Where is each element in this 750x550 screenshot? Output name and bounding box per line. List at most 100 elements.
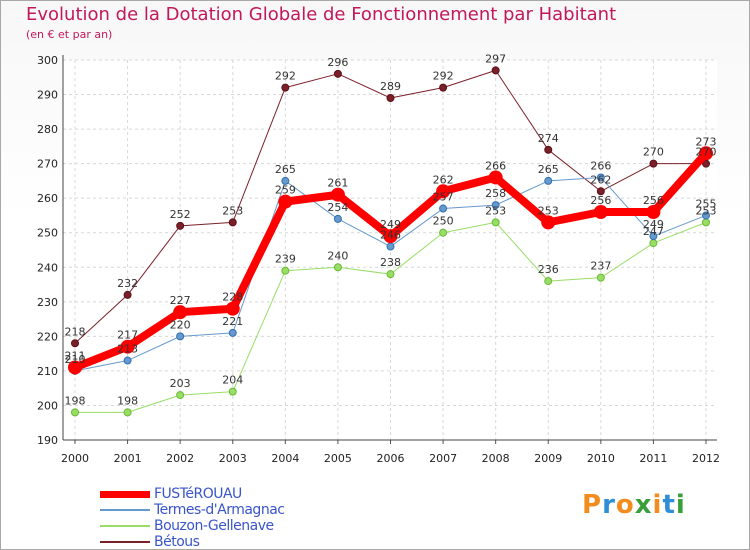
data-point bbox=[439, 83, 448, 92]
data-point bbox=[281, 266, 290, 275]
data-label: 254 bbox=[327, 201, 348, 214]
data-label: 218 bbox=[65, 325, 86, 338]
data-label: 256 bbox=[590, 194, 611, 207]
y-tick-label: 230 bbox=[37, 296, 58, 309]
x-tick-label: 2011 bbox=[639, 452, 667, 465]
data-point bbox=[649, 232, 658, 241]
legend: FUSTéROUAU Termes-d'Armagnac Bouzon-Gellen… bbox=[100, 486, 285, 550]
data-label: 255 bbox=[696, 197, 717, 210]
x-tick-label: 2002 bbox=[166, 452, 194, 465]
y-tick-label: 250 bbox=[37, 227, 58, 240]
data-point bbox=[173, 305, 188, 320]
data-label: 210 bbox=[65, 353, 86, 366]
data-point bbox=[596, 187, 605, 196]
data-label: 253 bbox=[222, 204, 243, 217]
legend-label: Bouzon-Gellenave bbox=[154, 518, 274, 534]
data-label: 270 bbox=[696, 146, 717, 159]
data-point bbox=[386, 242, 395, 251]
data-label: 221 bbox=[222, 315, 243, 328]
data-point bbox=[281, 176, 290, 185]
data-label: 198 bbox=[65, 394, 86, 407]
data-label: 198 bbox=[117, 394, 138, 407]
data-point bbox=[491, 218, 500, 227]
legend-swatch bbox=[100, 541, 150, 543]
data-label: 262 bbox=[433, 173, 454, 186]
data-label: 273 bbox=[696, 135, 717, 148]
x-tick-label: 2012 bbox=[692, 452, 720, 465]
series-layer bbox=[68, 66, 713, 417]
data-label: 270 bbox=[643, 146, 664, 159]
y-tick-label: 190 bbox=[37, 434, 58, 447]
data-label: 258 bbox=[485, 187, 506, 200]
data-label: 236 bbox=[538, 263, 559, 276]
data-point bbox=[123, 356, 132, 365]
data-label: 253 bbox=[538, 204, 559, 217]
y-tick-label: 200 bbox=[37, 399, 58, 412]
data-label: 256 bbox=[643, 194, 664, 207]
y-tick-label: 220 bbox=[37, 330, 58, 343]
data-label: 250 bbox=[433, 215, 454, 228]
data-label: 261 bbox=[327, 177, 348, 190]
data-point bbox=[491, 66, 500, 75]
data-label-layer: 218 232 252 253 292 296 289 292 297 274 262 270 270 1… bbox=[65, 52, 717, 407]
data-point bbox=[596, 173, 605, 182]
x-tick-label: 2000 bbox=[61, 452, 89, 465]
data-point bbox=[649, 239, 658, 248]
y-tick-label: 260 bbox=[37, 192, 58, 205]
chart-subtitle: (en € et par an) bbox=[26, 28, 113, 41]
data-label: 232 bbox=[117, 277, 138, 290]
data-point bbox=[702, 218, 710, 227]
data-point bbox=[71, 339, 79, 348]
legend-label: Bétous bbox=[154, 534, 200, 550]
data-label: 249 bbox=[643, 218, 664, 231]
data-label: 266 bbox=[590, 159, 611, 172]
data-label: 228 bbox=[222, 291, 243, 304]
data-label: 253 bbox=[696, 204, 717, 217]
legend-item: Bétous bbox=[100, 534, 284, 550]
data-point bbox=[281, 83, 290, 92]
data-point bbox=[123, 290, 132, 299]
logo-letter: i bbox=[675, 490, 686, 520]
data-point bbox=[228, 218, 237, 227]
axis-layer: 190 200 210 220 230 240 250 260 270 280 290 300 2000… bbox=[37, 54, 720, 465]
data-point bbox=[330, 187, 345, 202]
data-point bbox=[333, 214, 342, 223]
x-tick-label: 2005 bbox=[324, 452, 352, 465]
x-tick-label: 2008 bbox=[482, 452, 510, 465]
data-point bbox=[278, 194, 293, 209]
data-point bbox=[596, 273, 605, 282]
data-point bbox=[541, 215, 556, 230]
data-label: 274 bbox=[538, 132, 559, 145]
data-point bbox=[593, 205, 608, 219]
data-point bbox=[436, 184, 451, 199]
data-point bbox=[176, 221, 185, 230]
x-tick-label: 2004 bbox=[271, 452, 299, 465]
legend-swatch bbox=[100, 509, 150, 511]
data-label: 296 bbox=[327, 56, 348, 69]
data-point bbox=[68, 360, 82, 375]
data-point bbox=[71, 408, 79, 417]
data-label: 249 bbox=[380, 218, 401, 231]
data-point bbox=[123, 408, 132, 417]
data-label: 257 bbox=[433, 191, 454, 204]
logo-letter: P bbox=[582, 490, 603, 520]
data-point bbox=[228, 387, 237, 396]
data-label: 265 bbox=[538, 163, 559, 176]
data-label: 292 bbox=[433, 70, 454, 83]
data-label: 227 bbox=[170, 294, 191, 307]
legend-label: Termes-d'Armagnac bbox=[154, 502, 285, 518]
legend-item: Termes-d'Armagnac bbox=[100, 502, 285, 518]
x-tick-label: 2006 bbox=[377, 452, 405, 465]
chart-title: Evolution de la Dotation Globale de Fonc… bbox=[26, 4, 617, 25]
data-label: 262 bbox=[590, 173, 611, 186]
data-point bbox=[439, 204, 448, 213]
logo-letter: r bbox=[602, 490, 616, 520]
data-label: 289 bbox=[380, 80, 401, 93]
data-point bbox=[649, 159, 658, 168]
data-point bbox=[544, 277, 553, 286]
y-tick-label: 280 bbox=[37, 123, 58, 136]
data-label: 247 bbox=[643, 225, 664, 238]
data-label: 239 bbox=[275, 253, 296, 266]
data-label: 237 bbox=[590, 260, 611, 273]
